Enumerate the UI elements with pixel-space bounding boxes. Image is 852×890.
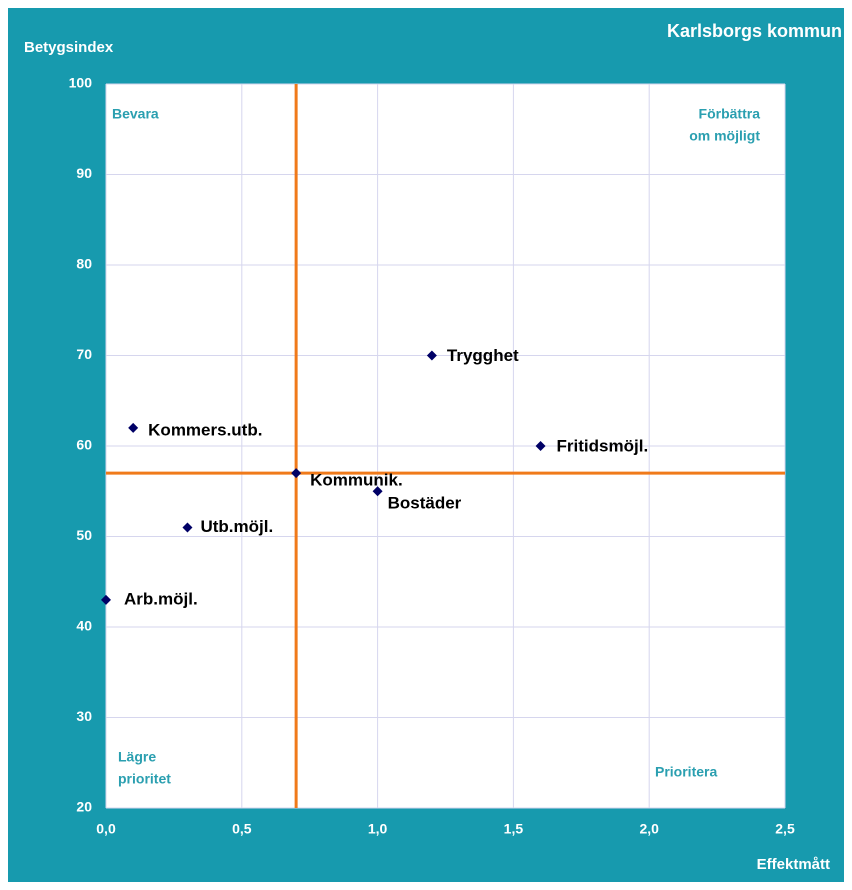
x-tick-label: 1,0 [368, 821, 388, 837]
point [291, 468, 302, 479]
point-label: Fritidsmöjl. [557, 436, 649, 455]
quadrant-label: om möjligt [689, 128, 760, 144]
x-axis-label: Effektmått [757, 856, 830, 873]
point-label: Arb.möjl. [124, 589, 198, 608]
y-tick-label: 40 [76, 618, 92, 634]
y-tick-label: 30 [76, 708, 92, 724]
point-label: Kommers.utb. [148, 420, 262, 439]
point-label: Kommunik. [310, 471, 403, 490]
point-label: Trygghet [447, 346, 519, 365]
y-axis-label: Betygsindex [24, 39, 114, 56]
x-tick-label: 2,0 [639, 821, 659, 837]
quadrant-label: prioritet [118, 771, 171, 787]
point [101, 594, 111, 605]
x-tick-label: 0,5 [232, 821, 252, 837]
y-tick-label: 70 [76, 346, 92, 362]
quadrant-label: Förbättra [699, 106, 761, 122]
y-tick-label: 80 [76, 256, 92, 272]
quadrant-label: Bevara [112, 106, 159, 122]
point [128, 422, 139, 433]
y-tick-label: 60 [76, 437, 92, 453]
point [426, 350, 437, 361]
y-tick-label: 90 [76, 165, 92, 181]
point-label: Bostäder [388, 494, 462, 513]
point [182, 522, 193, 533]
y-tick-label: 50 [76, 527, 92, 543]
quadrant-label: Prioritera [655, 764, 717, 780]
quadrant-label: Lägre [118, 749, 156, 765]
x-tick-label: 1,5 [504, 821, 524, 837]
point [535, 441, 546, 451]
y-tick-label: 20 [76, 799, 92, 815]
y-tick-label: 100 [69, 75, 93, 91]
x-tick-label: 0,0 [96, 821, 116, 837]
point [372, 486, 383, 497]
x-tick-label: 2,5 [775, 821, 795, 837]
point-label: Utb.möjl. [200, 517, 273, 536]
chart-title: Karlsborgs kommun [667, 21, 842, 41]
